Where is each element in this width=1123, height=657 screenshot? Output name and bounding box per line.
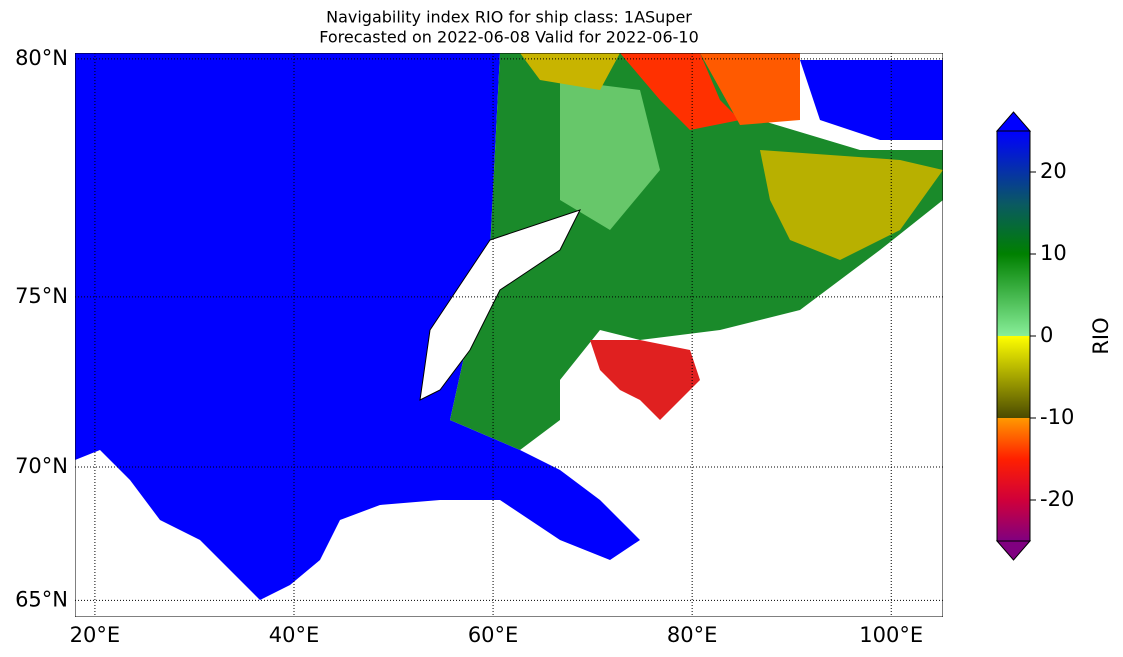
- land: [419, 209, 581, 401]
- lat-tick-label: 80°N: [15, 46, 68, 70]
- ice-field: [590, 340, 700, 420]
- open-water: [800, 60, 943, 140]
- title-line: Navigability index RIO for ship class: 1…: [326, 8, 692, 27]
- colorbar-tick-label: -20: [1040, 487, 1074, 511]
- colorbar-extend: [995, 540, 1032, 561]
- lon-tick-label: 80°E: [667, 623, 718, 647]
- lon-tick-label: 20°E: [70, 623, 121, 647]
- ice-field: [620, 53, 740, 130]
- lat-tick-label: 75°N: [15, 284, 68, 308]
- lat-tick-label: 70°N: [15, 454, 68, 478]
- title-line: Forecasted on 2022-06-08 Valid for 2022-…: [319, 28, 699, 47]
- lon-tick-label: 100°E: [859, 623, 923, 647]
- colorbar-label: RIO: [1089, 317, 1113, 354]
- ice-field: [700, 53, 800, 125]
- ice-field: [760, 150, 943, 260]
- open-water: [75, 53, 640, 600]
- colorbar-tick-label: -10: [1040, 405, 1074, 429]
- lon-tick-label: 60°E: [468, 623, 519, 647]
- colorbar-tick-label: 10: [1040, 241, 1067, 265]
- colorbar-tick-label: 20: [1040, 159, 1067, 183]
- lat-tick-label: 65°N: [15, 587, 68, 611]
- map-field: [75, 53, 943, 617]
- colorbar: [997, 131, 1030, 541]
- colorbar-extend: [995, 111, 1032, 132]
- ice-field: [560, 80, 660, 230]
- lon-tick-label: 40°E: [269, 623, 320, 647]
- colorbar-tick-label: 0: [1040, 323, 1053, 347]
- ice-field: [520, 53, 620, 90]
